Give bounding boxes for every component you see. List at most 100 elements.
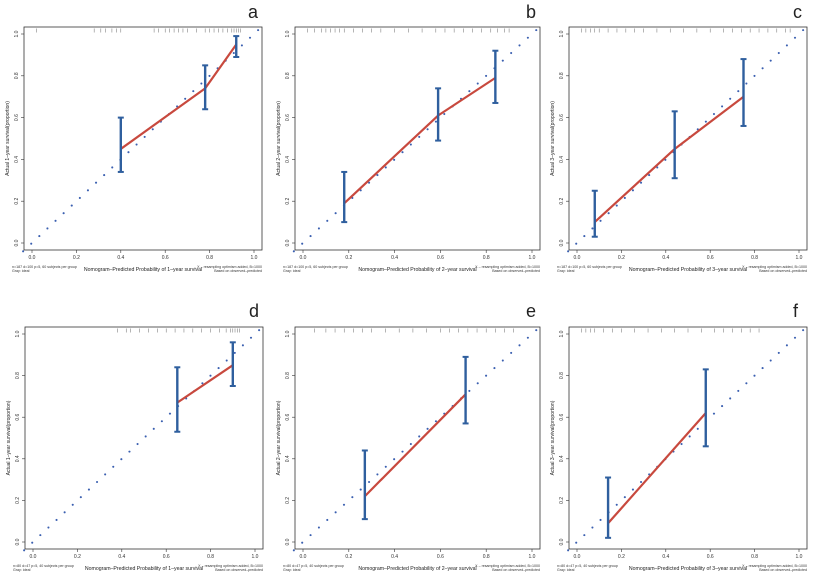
ideal-dot [233, 351, 236, 354]
ideal-dot [86, 189, 89, 192]
ideal-dot [46, 227, 49, 230]
panel-letter: a [248, 2, 259, 22]
ideal-dot [78, 196, 81, 200]
ideal-dot [104, 473, 107, 476]
note-resampling: X – resampling optimism added, B=1000 [742, 265, 807, 269]
ideal-dot [317, 227, 320, 230]
panel-letter: e [526, 301, 536, 321]
y-tick-label: 0.6 [559, 114, 565, 121]
ideal-dot [426, 128, 429, 131]
ideal-dot [393, 158, 396, 161]
ideal-dot [793, 36, 797, 39]
ideal-dot [704, 120, 707, 123]
x-tick-label: 1.0 [529, 554, 536, 560]
ideal-dot [501, 359, 504, 362]
x-axis-title: Nomogram–Predicted Probability of 3–year… [629, 566, 747, 572]
ideal-dot [631, 189, 634, 192]
ideal-dot [326, 219, 329, 222]
ideal-dot [737, 389, 740, 392]
y-axis-title: Actual 2–year survival(proportion) [276, 101, 282, 176]
ideal-dot [434, 120, 437, 123]
ideal-dot [535, 329, 538, 332]
x-tick-label: 0.4 [391, 554, 398, 560]
ideal-dot [144, 435, 147, 438]
ideal-dot [409, 143, 412, 146]
y-tick-label: 1.0 [285, 30, 291, 37]
panel-a: a 0.0 0.0 0.2 0.2 0.4 0.4 0.6 0.6 0.8 0.8 1.0 1.0 Nom… [5, 2, 263, 273]
x-tick-label: 1.0 [251, 255, 258, 261]
ideal-dot [745, 82, 748, 85]
ideal-dot [721, 105, 724, 108]
ideal-dot [793, 336, 797, 339]
ideal-dot [79, 496, 82, 499]
note-resampling: X – resampling optimism added, B=1000 [475, 564, 540, 568]
ideal-dot [434, 420, 437, 423]
x-tick-label: 1.0 [252, 554, 259, 560]
ideal-dot [599, 518, 602, 522]
x-tick-label: 0.2 [73, 255, 80, 261]
ideal-dot [802, 29, 805, 32]
ideal-dot [476, 382, 479, 385]
note-subjects: n=80 d=47 p=5, 40 subjects per group [13, 564, 74, 568]
ideal-dot [567, 549, 570, 552]
ideal-dot [103, 174, 106, 177]
x-tick-label: 1.0 [796, 554, 803, 560]
ideal-dot [510, 351, 513, 354]
ideal-dot [241, 344, 244, 347]
ideal-dot [22, 250, 25, 253]
note-ideal: Gray: ideal [557, 269, 575, 273]
ideal-dot [535, 29, 538, 32]
ideal-dot [615, 503, 618, 506]
ideal-dot [526, 36, 529, 39]
ideal-dot [301, 541, 304, 544]
ideal-dot [38, 235, 41, 238]
ideal-dot [31, 541, 34, 544]
ideal-dot [745, 382, 748, 385]
ideal-dot [292, 250, 295, 253]
panel-d: d 0.0 0.0 0.2 0.2 0.4 0.4 0.6 0.6 0.8 0.8 1.0 1.0 Nom… [6, 301, 264, 572]
x-tick-label: 0.8 [207, 554, 214, 560]
note-resampling: X – resampling optimism added, B=1000 [742, 564, 807, 568]
ideal-dot [575, 541, 578, 544]
ideal-dot [30, 242, 33, 245]
ideal-dot [485, 74, 488, 77]
plot-frame [568, 26, 808, 251]
ideal-dot [334, 511, 337, 514]
ideal-dot [232, 51, 235, 55]
ideal-dot [777, 351, 780, 354]
ideal-dot [785, 344, 788, 347]
ideal-dot [55, 518, 58, 522]
panel-letter: b [526, 2, 536, 22]
y-tick-label: 1.0 [559, 330, 565, 337]
x-axis-title: Nomogram–Predicted Probability of 2–year… [358, 267, 476, 273]
y-tick-label: 1.0 [14, 30, 20, 37]
y-tick-label: 0.8 [559, 72, 565, 79]
calibration-curve [364, 393, 467, 498]
ideal-dot [418, 135, 421, 138]
ideal-dot [721, 405, 724, 408]
ideal-dot [209, 374, 212, 377]
ideal-dot [591, 227, 594, 230]
ideal-dot [393, 458, 396, 461]
ideal-dot [135, 143, 138, 146]
x-tick-label: 0.2 [618, 255, 625, 261]
note-resampling: X – resampling optimism added, B=1000 [475, 265, 540, 269]
y-axis-title: Actual 3–year survival(proportion) [550, 101, 556, 176]
y-tick-label: 1.0 [285, 330, 291, 337]
ideal-dot [128, 450, 131, 453]
ideal-dot [217, 367, 220, 370]
ideal-dot [401, 450, 404, 453]
ideal-dot [71, 503, 74, 506]
calibration-curve [120, 43, 238, 150]
panel-letter: f [793, 301, 799, 321]
ideal-dot [761, 67, 764, 70]
ideal-dot [95, 480, 99, 484]
ideal-dot [368, 181, 371, 184]
ideal-dot [761, 367, 764, 370]
y-tick-label: 0.2 [14, 198, 20, 205]
ideal-dot [39, 534, 42, 537]
ideal-dot [493, 367, 496, 370]
ideal-dot [510, 51, 513, 55]
y-tick-label: 0.8 [15, 372, 21, 379]
x-tick-label: 0.0 [574, 255, 581, 261]
